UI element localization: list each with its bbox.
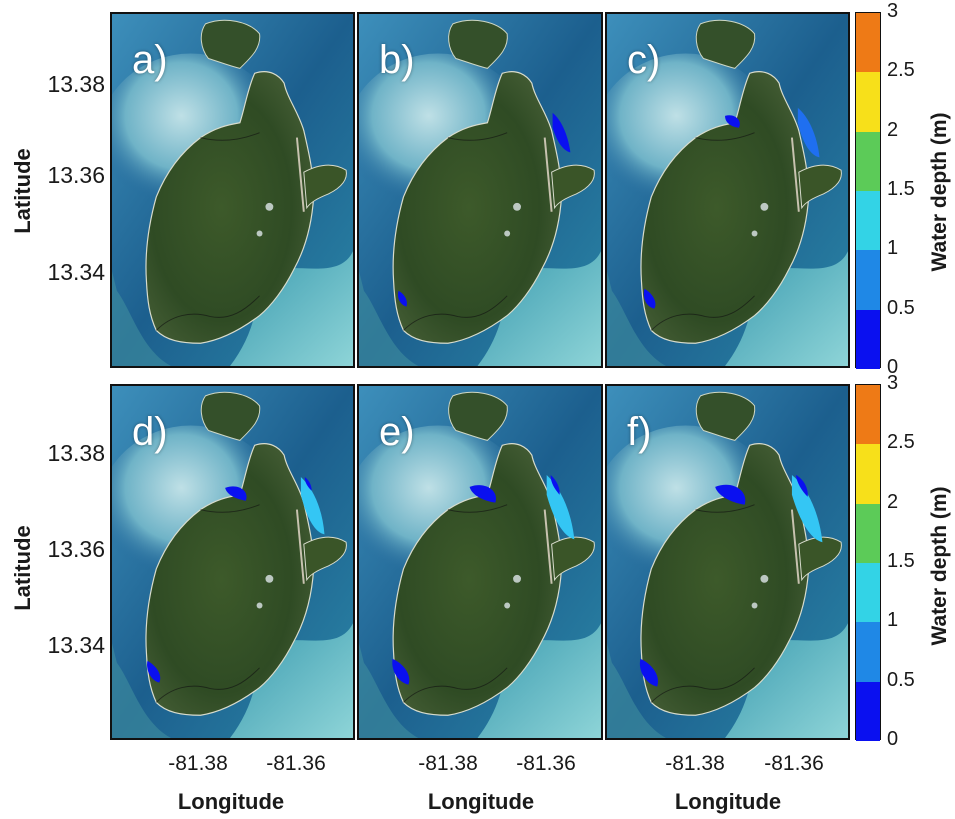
colorbar-segment [856, 190, 880, 251]
map-panel-b: b) [357, 12, 603, 368]
x-axis-label-1: Longitude [177, 789, 285, 814]
y-tick-bottom-13.34: 13.34 [47, 632, 105, 658]
colorbar-segment [856, 385, 880, 445]
panel-label: c) [627, 38, 661, 82]
x-tick-c-81.38: -81.38 [665, 752, 725, 775]
colorbar-segment [856, 681, 880, 741]
map-panel-f: f) [605, 384, 850, 740]
colorbar-tick-label: 3 [887, 0, 899, 22]
colorbar-segment [856, 250, 880, 310]
y-axis-label-top: Latitude [10, 148, 35, 234]
colorbar-tick-label: 0 [887, 356, 899, 378]
y-tick-top-13.34: 13.34 [47, 259, 105, 285]
colorbar-segment [856, 562, 880, 623]
colorbar-segment [856, 72, 880, 132]
colorbar-tick-label: 3 [887, 372, 899, 394]
x-tick-a-81.38: -81.38 [168, 752, 228, 775]
colorbar-tick-label: 0.5 [887, 668, 915, 691]
colorbar-segment [856, 131, 880, 191]
map-panel-a: a) [110, 12, 355, 368]
x-axis-label-3: Longitude [674, 789, 782, 814]
colorbar-tick-label: 0.5 [887, 296, 915, 319]
colorbar-segment [856, 444, 880, 504]
y-tick-bottom-13.36: 13.36 [47, 536, 105, 562]
x-tick-c-81.36: -81.36 [764, 752, 824, 775]
colorbar-tick-label: 0 [887, 728, 899, 750]
colorbar-segment [856, 622, 880, 682]
panel-label: a) [132, 38, 168, 82]
colorbar-tick-label: 2 [887, 490, 899, 513]
colorbar-tick-label: 1.5 [887, 550, 915, 572]
colorbar-bottom [855, 384, 881, 741]
colorbar-tick-label: 1 [887, 237, 899, 260]
colorbar-segment [856, 503, 880, 563]
colorbar-tick-label: 1.5 [887, 178, 915, 200]
x-axis-label-2: Longitude [427, 789, 535, 814]
colorbar-label-top: Water depth (m) [928, 112, 951, 272]
y-tick-bottom-13.38: 13.38 [47, 440, 105, 466]
colorbar-tick-label: 2 [887, 118, 899, 141]
panel-label: d) [132, 410, 168, 454]
panel-label: b) [379, 38, 415, 82]
colorbar-label-bottom: Water depth (m) [928, 486, 951, 646]
panel-label: f) [627, 410, 652, 454]
x-tick-b-81.36: -81.36 [516, 752, 576, 775]
colorbar-segment [856, 13, 880, 73]
y-tick-top-13.36: 13.36 [47, 162, 105, 188]
map-panel-d: d) [110, 384, 355, 740]
colorbar-segment [856, 309, 880, 369]
map-panel-c: c) [605, 12, 850, 368]
map-panel-e: e) [357, 384, 603, 740]
x-tick-a-81.36: -81.36 [266, 752, 326, 775]
panel-label: e) [379, 410, 415, 454]
colorbar-tick-label: 1 [887, 609, 899, 632]
x-tick-b-81.38: -81.38 [418, 752, 478, 775]
colorbar-tick-label: 2.5 [887, 431, 915, 454]
y-tick-top-13.38: 13.38 [47, 71, 105, 97]
colorbar-tick-label: 2.5 [887, 59, 915, 82]
colorbar-top [855, 12, 881, 369]
